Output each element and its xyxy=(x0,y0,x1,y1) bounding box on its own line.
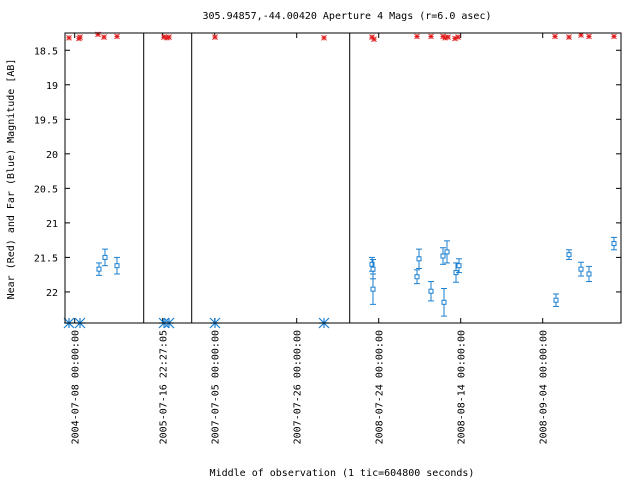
data-point-s1-15 xyxy=(566,249,572,260)
y-tick-label-6: 21.5 xyxy=(34,253,58,264)
data-point-s1-5 xyxy=(370,273,376,305)
data-point-s1-11 xyxy=(444,240,450,264)
square-marker xyxy=(553,297,559,303)
data-point-s0-10 xyxy=(321,34,327,41)
data-point-s1-17 xyxy=(586,265,592,283)
square-marker xyxy=(456,263,462,269)
y-tick-label-2: 19.5 xyxy=(34,115,58,126)
data-point-s0-21 xyxy=(566,34,572,40)
data-point-s0-12 xyxy=(371,36,377,43)
y-tick-label-4: 20.5 xyxy=(34,184,58,195)
data-point-s1-10 xyxy=(441,287,447,317)
y-tick-label-7: 22 xyxy=(46,288,58,299)
square-marker xyxy=(444,249,450,255)
square-marker xyxy=(440,253,446,259)
data-point-s0-9 xyxy=(212,34,218,40)
data-point-s0-23 xyxy=(586,33,592,40)
y-tick-label-0: 18.5 xyxy=(34,46,58,57)
data-point-s1-0 xyxy=(96,262,102,276)
data-point-s0-20 xyxy=(552,33,558,40)
y-axis-label: Near (Red) and Far (Blue) Magnitude [AB] xyxy=(6,59,17,300)
x-tick-label-0: 2004-07-08 00:00:00 xyxy=(71,330,82,444)
y-tick-label-1: 19 xyxy=(46,81,58,92)
data-point-s1-14 xyxy=(553,293,559,307)
square-marker xyxy=(586,271,592,277)
square-marker xyxy=(566,252,572,258)
y-tick-label-3: 20 xyxy=(46,150,58,161)
data-point-s1-7 xyxy=(416,248,422,269)
data-point-s0-24 xyxy=(611,33,617,40)
square-marker xyxy=(414,274,420,280)
x-axis-label: Middle of observation (1 tic=604800 seco… xyxy=(210,468,475,479)
chart-title: 305.94857,-44.00420 Aperture 4 Mags (r=6… xyxy=(203,11,492,22)
square-marker xyxy=(369,261,375,267)
square-marker xyxy=(416,256,422,262)
data-point-s1-13 xyxy=(456,258,462,274)
square-marker xyxy=(441,299,447,305)
data-point-s0-2 xyxy=(77,34,83,40)
data-point-s1-9 xyxy=(440,247,446,265)
square-marker xyxy=(102,254,108,260)
data-point-s0-17 xyxy=(445,34,451,40)
square-marker xyxy=(611,241,617,247)
data-point-s0-0 xyxy=(66,34,72,41)
square-marker xyxy=(114,263,120,269)
data-point-s1-2 xyxy=(114,256,120,275)
data-point-s0-13 xyxy=(414,33,420,40)
data-point-s1-6 xyxy=(414,269,420,285)
data-point-s0-19 xyxy=(455,34,461,40)
data-point-s1-1 xyxy=(102,248,108,267)
data-point-s1-8 xyxy=(428,281,434,302)
x-tick-label-2: 2007-07-05 00:00:00 xyxy=(211,330,222,444)
y-tick-label-5: 21 xyxy=(46,219,58,230)
data-point-s1-16 xyxy=(578,261,584,277)
x-tick-label-6: 2008-09-04 00:00:00 xyxy=(539,330,550,444)
x-tick-label-1: 2005-07-16 22:27:05 xyxy=(159,330,170,444)
square-marker xyxy=(370,286,376,292)
x-tick-label-3: 2007-07-26 00:00:00 xyxy=(293,330,304,444)
data-point-s1-18 xyxy=(611,236,617,251)
data-point-s0-14 xyxy=(428,33,434,40)
plot-frame xyxy=(64,32,622,324)
data-point-s1-4 xyxy=(370,258,376,280)
square-marker xyxy=(578,266,584,272)
data-point-s0-8 xyxy=(166,34,172,40)
square-marker xyxy=(370,266,376,272)
data-point-s0-5 xyxy=(114,33,120,40)
x-tick-label-4: 2008-07-24 00:00:00 xyxy=(375,330,386,444)
square-marker xyxy=(96,266,102,272)
data-point-s0-4 xyxy=(101,34,107,40)
x-tick-label-5: 2008-08-14 00:00:00 xyxy=(457,330,468,444)
square-marker xyxy=(428,288,434,294)
